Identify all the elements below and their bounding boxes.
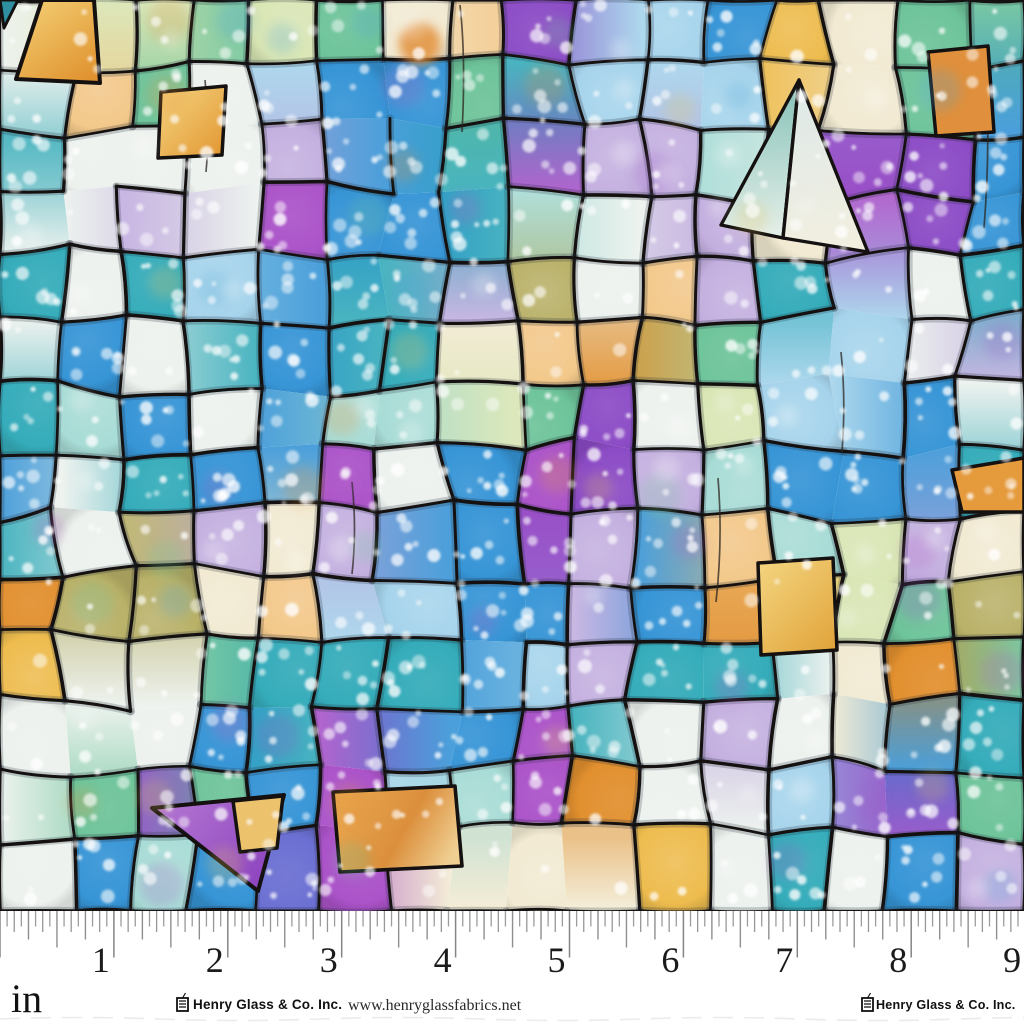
svg-text:6: 6 xyxy=(661,940,679,980)
svg-text:2: 2 xyxy=(206,940,224,980)
svg-text:in: in xyxy=(11,976,42,1021)
svg-text:4: 4 xyxy=(434,940,452,980)
svg-text:5: 5 xyxy=(548,940,566,980)
svg-text:7: 7 xyxy=(775,940,793,980)
svg-text:3: 3 xyxy=(320,940,338,980)
svg-text:Henry Glass & Co. Inc.: Henry Glass & Co. Inc. xyxy=(876,998,1015,1012)
svg-text:9: 9 xyxy=(1003,940,1021,980)
svg-text:1: 1 xyxy=(92,940,110,980)
svg-text:www.henryglassfabrics.net: www.henryglassfabrics.net xyxy=(348,997,522,1014)
svg-text:Henry Glass & Co. Inc.: Henry Glass & Co. Inc. xyxy=(193,997,342,1012)
svg-text:8: 8 xyxy=(889,940,907,980)
